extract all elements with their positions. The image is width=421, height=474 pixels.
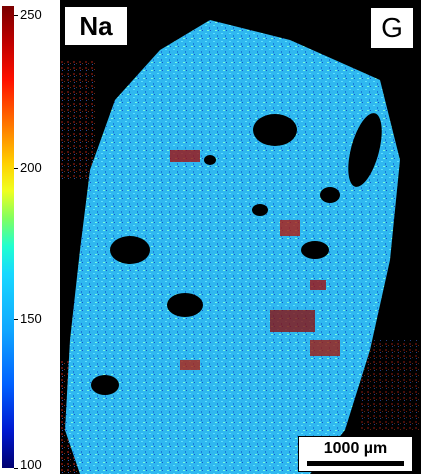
scale-bar-label: 1000 µm [323, 440, 388, 457]
scale-bar-line [307, 461, 404, 466]
scale-bar: 1000 µm [298, 436, 413, 472]
panel-letter: G [371, 8, 413, 48]
grain-illustration [60, 20, 421, 474]
color-scale-bar [2, 6, 14, 468]
element-map-image [60, 0, 421, 474]
tick-mark-250 [14, 15, 18, 16]
tick-mark-150 [14, 319, 18, 320]
tick-label-200: 200 [20, 160, 42, 175]
tick-mark-200 [14, 168, 18, 169]
tick-mark-100 [14, 468, 18, 469]
element-label: Na [64, 6, 128, 46]
tick-label-100: 100 [20, 457, 42, 472]
tick-label-250: 250 [20, 7, 42, 22]
tick-label-150: 150 [20, 311, 42, 326]
